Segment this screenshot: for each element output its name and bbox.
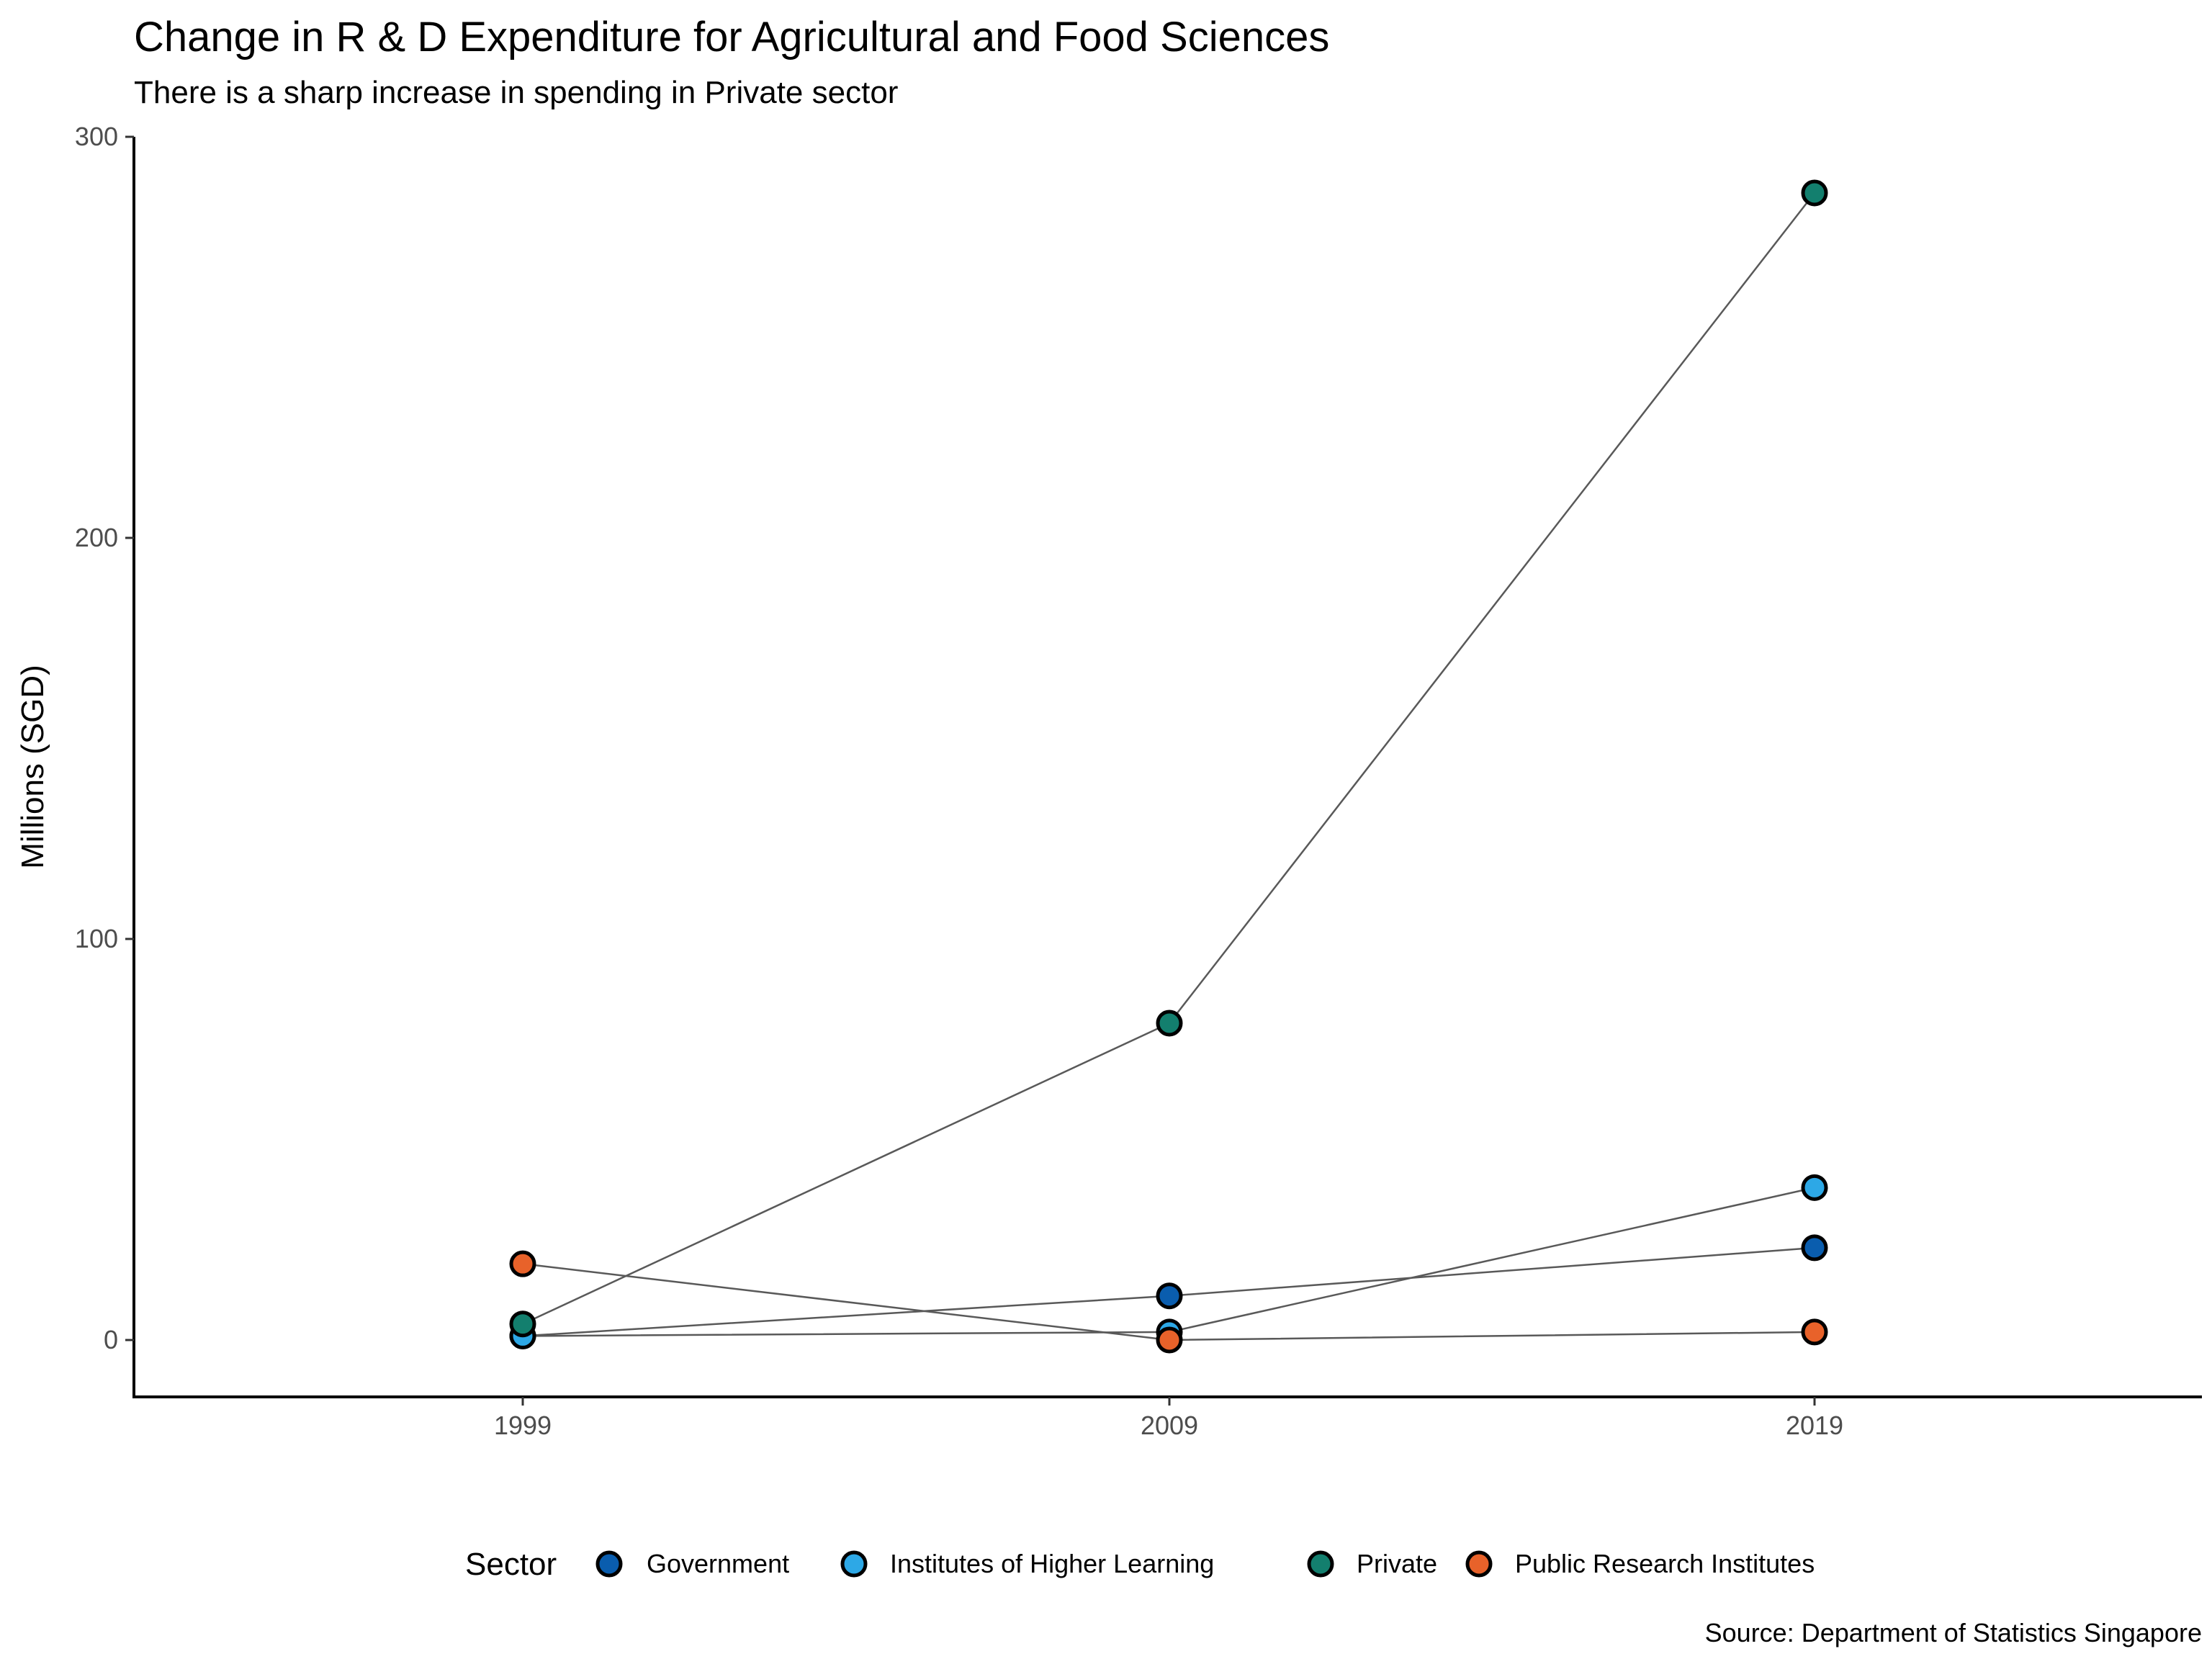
data-point bbox=[1156, 1010, 1183, 1037]
data-point bbox=[1801, 1174, 1828, 1201]
y-axis-title: Millions (SGD) bbox=[15, 665, 50, 869]
legend-label: Government bbox=[647, 1549, 789, 1578]
y-tick-label: 200 bbox=[75, 523, 118, 552]
data-point bbox=[1801, 1234, 1828, 1262]
source-caption: Source: Department of Statistics Singapo… bbox=[1705, 1618, 2202, 1647]
x-tick-label: 2019 bbox=[1786, 1411, 1843, 1440]
y-tick-label: 300 bbox=[75, 122, 118, 151]
legend-label: Institutes of Higher Learning bbox=[890, 1549, 1214, 1578]
series-lines bbox=[522, 192, 1815, 1341]
series-line bbox=[522, 192, 1815, 1325]
legend-key bbox=[1307, 1550, 1334, 1578]
data-point bbox=[509, 1310, 536, 1338]
legend-key bbox=[595, 1550, 623, 1578]
legend-key bbox=[1465, 1550, 1493, 1578]
x-tick-label: 2009 bbox=[1141, 1411, 1198, 1440]
legend-label: Public Research Institutes bbox=[1515, 1549, 1815, 1578]
axis-ticks: 0 100 200 300 1999 2009 2019 bbox=[75, 122, 1843, 1440]
chart-subtitle: There is a sharp increase in spending in… bbox=[134, 75, 899, 110]
axes bbox=[132, 137, 2202, 1398]
x-tick-label: 1999 bbox=[494, 1411, 552, 1440]
data-point bbox=[509, 1250, 536, 1277]
data-point bbox=[1801, 179, 1828, 207]
y-tick-label: 100 bbox=[75, 924, 118, 953]
legend-label: Private bbox=[1357, 1549, 1437, 1578]
legend-key bbox=[840, 1550, 868, 1578]
legend: Sector Government Institutes of Higher Le… bbox=[465, 1547, 1815, 1582]
y-tick-label: 0 bbox=[104, 1325, 118, 1354]
legend-title: Sector bbox=[465, 1547, 557, 1582]
series-points bbox=[509, 179, 1828, 1354]
data-point bbox=[1156, 1326, 1183, 1354]
data-point bbox=[1801, 1318, 1828, 1346]
chart-title: Change in R & D Expenditure for Agricult… bbox=[134, 14, 1330, 60]
data-point bbox=[1156, 1282, 1183, 1310]
